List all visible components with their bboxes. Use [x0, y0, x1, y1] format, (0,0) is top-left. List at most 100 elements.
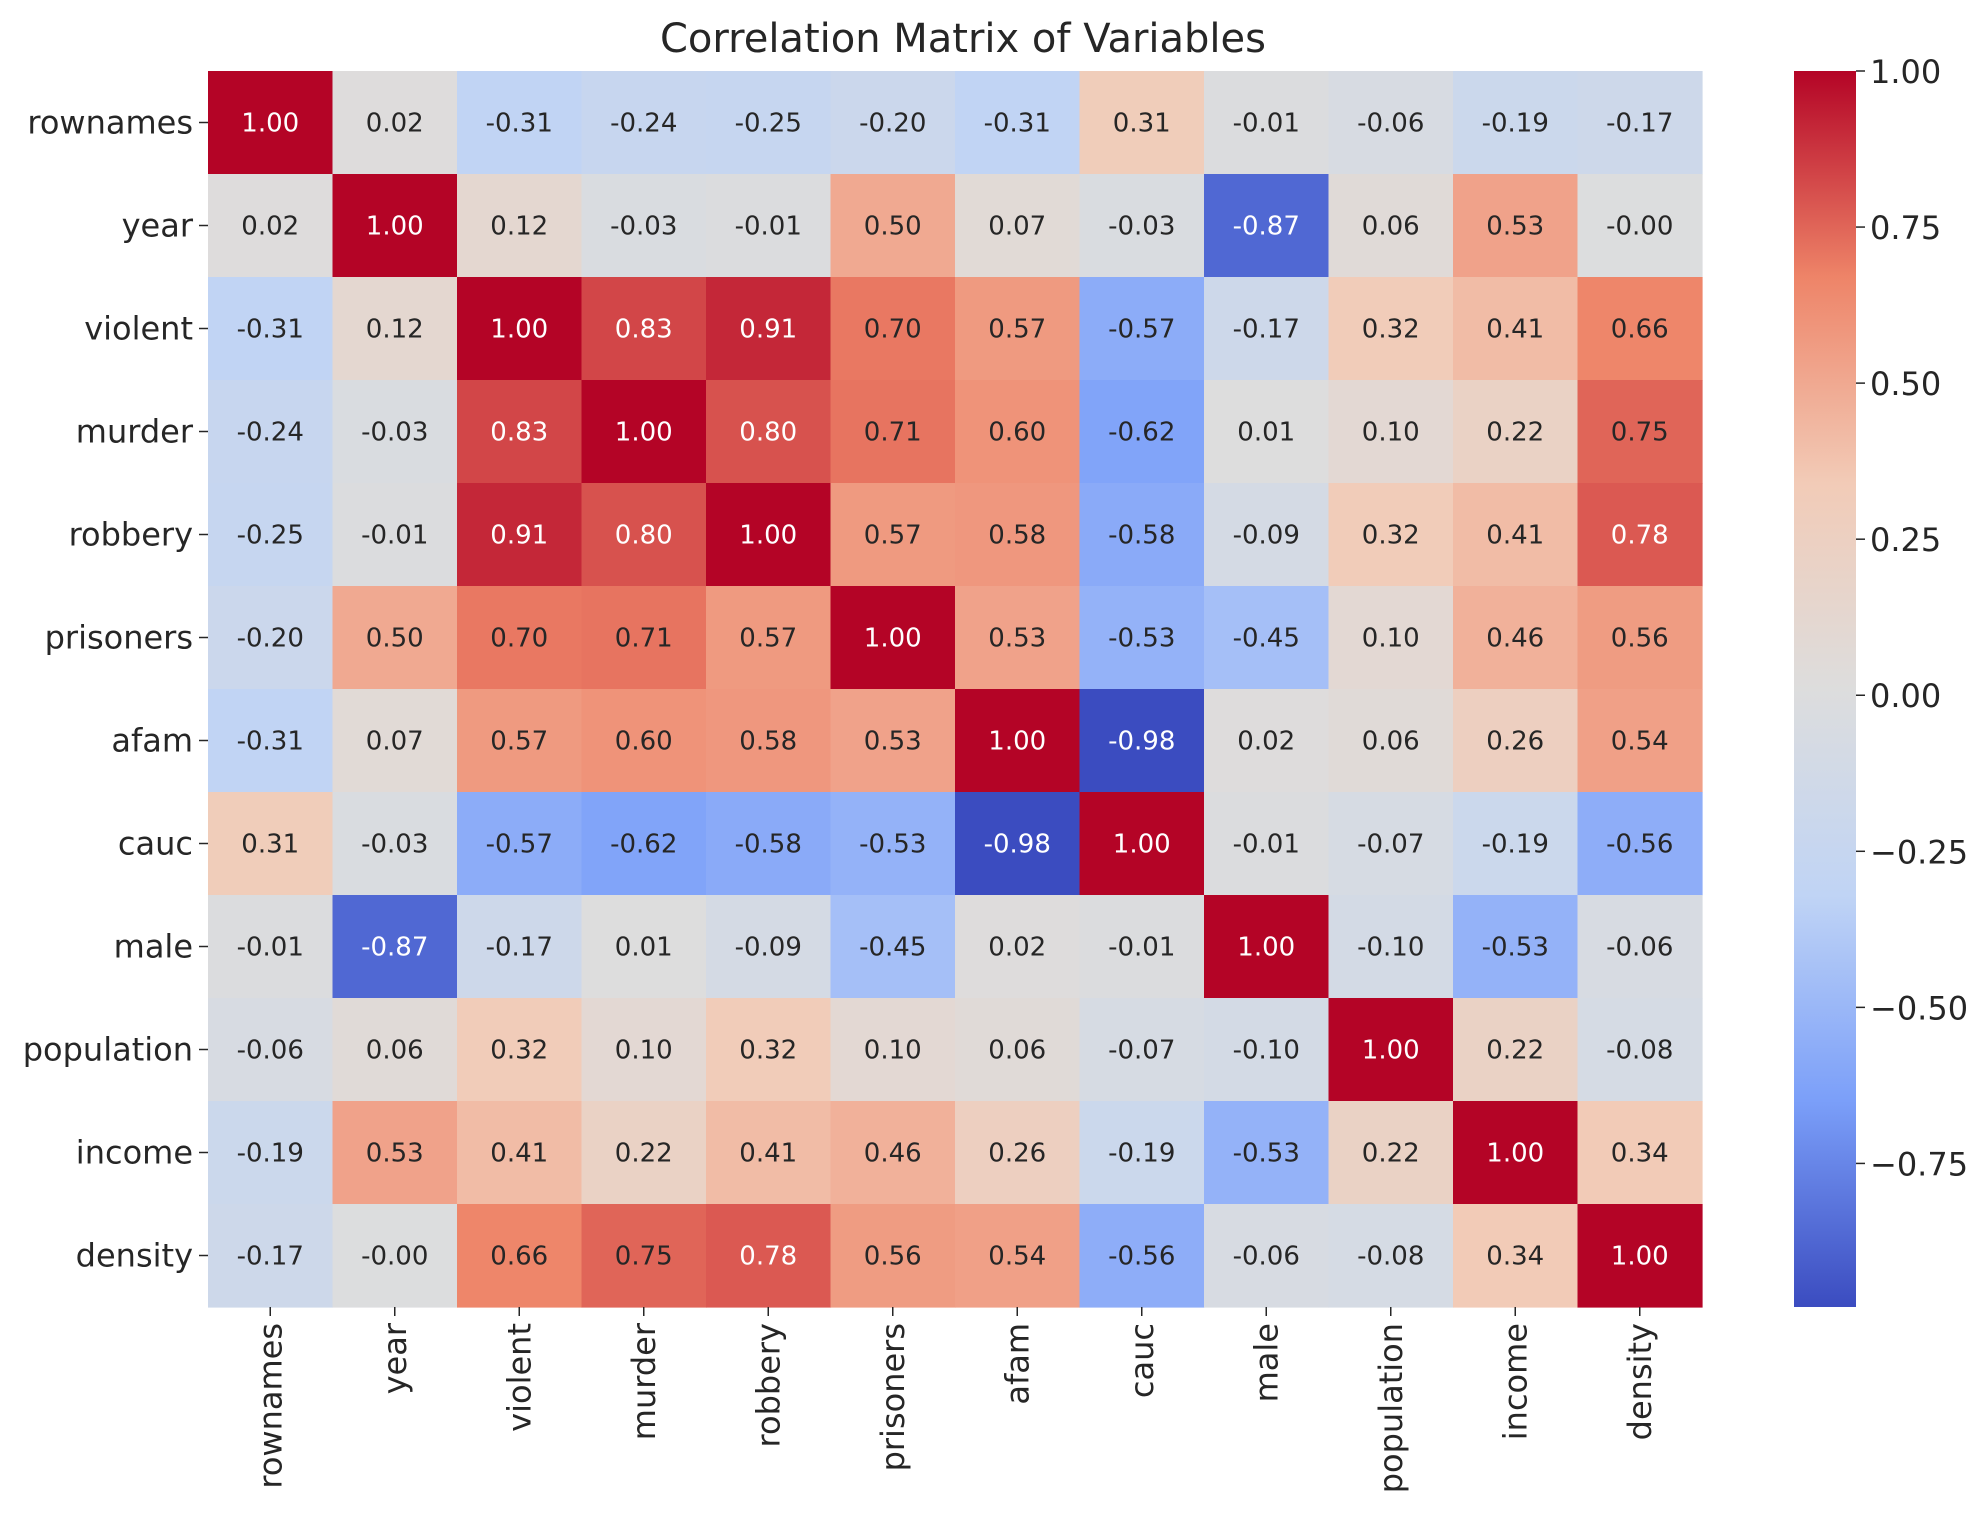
- heatmap-cell: [955, 998, 1081, 1102]
- heatmap-cell: [830, 277, 956, 381]
- heatmap-cell: [1453, 174, 1579, 278]
- chart-title: Correlation Matrix of Variables: [660, 16, 1266, 62]
- heatmap-cell: [1079, 71, 1205, 175]
- cell-value-label: 0.06: [1362, 212, 1420, 242]
- heatmap-cell: [1328, 174, 1454, 278]
- heatmap-cell: [581, 71, 707, 175]
- cell-value-label: 1.00: [988, 727, 1046, 757]
- heatmap-cell: [457, 792, 583, 896]
- heatmap-cell: [1453, 792, 1579, 896]
- colorbar-tick-label: 0.75: [1870, 209, 1941, 247]
- colorbar-tick-label: 0.00: [1870, 677, 1941, 715]
- colorbar-tick-label: 0.50: [1870, 365, 1941, 403]
- cell-value-label: 0.02: [988, 933, 1046, 963]
- cell-value-label: -0.20: [237, 624, 304, 654]
- cell-value-label: 0.56: [1611, 624, 1669, 654]
- heatmap-cell: [208, 998, 334, 1102]
- heatmap-cell: [1577, 380, 1703, 484]
- column-tick-label: density: [1621, 1323, 1659, 1440]
- heatmap-cell: [581, 1101, 707, 1205]
- cell-value-label: -0.87: [1233, 212, 1300, 242]
- heatmap-cell: [581, 689, 707, 793]
- cell-value-label: -0.00: [361, 1242, 428, 1272]
- column-tick-label: violent: [500, 1323, 538, 1432]
- cell-value-label: -0.31: [237, 315, 304, 345]
- cell-value-label: 0.57: [739, 624, 797, 654]
- heatmap-cell: [955, 174, 1081, 278]
- colorbar: 1.00 0.75 0.50 0.25 0.00 −0.25 −0.50 −0.75: [1794, 53, 1968, 1307]
- cell-value-label: -0.09: [1233, 521, 1300, 551]
- colorbar-tick-label: −0.50: [1870, 989, 1968, 1027]
- heatmap-cell: [1079, 895, 1205, 999]
- cell-value-label: -0.25: [237, 521, 304, 551]
- heatmap-cell: [581, 380, 707, 484]
- heatmap-cell: [830, 689, 956, 793]
- cell-value-label: 0.31: [241, 830, 299, 860]
- row-tick-label: population: [23, 1031, 193, 1069]
- heatmap-cell: [208, 895, 334, 999]
- cell-value-label: 0.34: [1611, 1139, 1669, 1169]
- heatmap-cell: [1453, 483, 1579, 587]
- row-tick-label: male: [114, 928, 193, 966]
- heatmap-cell: [208, 1204, 334, 1308]
- heatmap-cell: [706, 277, 832, 381]
- column-tick-label: population: [1372, 1323, 1410, 1493]
- cell-value-label: 1.00: [241, 109, 299, 139]
- heatmap-cell: [1079, 380, 1205, 484]
- cell-value-label: 0.41: [490, 1139, 548, 1169]
- cell-value-label: 0.60: [615, 727, 673, 757]
- cell-value-label: 0.12: [366, 315, 424, 345]
- heatmap-cell: [208, 174, 334, 278]
- cell-value-label: -0.53: [1482, 933, 1549, 963]
- heatmap-cell: [955, 71, 1081, 175]
- heatmap-cell: [955, 483, 1081, 587]
- heatmap-cell: [457, 380, 583, 484]
- heatmap-cell: [1577, 277, 1703, 381]
- column-tick-label: cauc: [1123, 1323, 1161, 1398]
- heatmap-cell: [1453, 998, 1579, 1102]
- cell-value-label: 0.57: [864, 521, 922, 551]
- heatmap-cell: [1577, 895, 1703, 999]
- cell-value-label: -0.62: [610, 830, 677, 860]
- cell-value-label: 0.46: [864, 1139, 922, 1169]
- column-tick-label: male: [1247, 1323, 1285, 1402]
- heatmap-cell: [1079, 174, 1205, 278]
- heatmap-cell: [332, 1101, 458, 1205]
- cell-value-label: 1.00: [1486, 1139, 1544, 1169]
- heatmap-cell: [706, 586, 832, 690]
- cell-value-label: 0.91: [739, 315, 797, 345]
- heatmap-cell: [955, 586, 1081, 690]
- cell-value-label: -0.31: [984, 109, 1051, 139]
- heatmap-cell: [457, 689, 583, 793]
- heatmap-cell: [830, 174, 956, 278]
- heatmap-cell: [457, 174, 583, 278]
- cell-value-label: 0.34: [1486, 1242, 1544, 1272]
- cell-value-label: -0.10: [1233, 1036, 1300, 1066]
- heatmap-cell: [581, 998, 707, 1102]
- heatmap-cell: [1204, 689, 1330, 793]
- cell-value-label: -0.58: [735, 830, 802, 860]
- heatmap-cell: [581, 277, 707, 381]
- colorbar-gradient: [1794, 71, 1856, 1307]
- heatmap-cell: [208, 1101, 334, 1205]
- cell-value-label: -0.53: [1108, 624, 1175, 654]
- colorbar-tick-label: −0.75: [1870, 1145, 1968, 1183]
- cell-value-label: 0.75: [615, 1242, 673, 1272]
- heatmap-cell: [706, 1204, 832, 1308]
- cell-value-label: -0.07: [1108, 1036, 1175, 1066]
- cell-value-label: -0.17: [237, 1242, 304, 1272]
- cell-value-label: 0.26: [988, 1139, 1046, 1169]
- heatmap-cell: [1453, 586, 1579, 690]
- heatmap-cell: [1079, 1204, 1205, 1308]
- heatmap-cell: [830, 483, 956, 587]
- cell-value-label: 0.58: [739, 727, 797, 757]
- cell-value-label: -0.06: [1233, 1242, 1300, 1272]
- cell-value-label: 0.10: [1362, 624, 1420, 654]
- heatmap-cell: [706, 895, 832, 999]
- heatmap-cells: [208, 71, 1703, 1308]
- heatmap-cell: [1577, 586, 1703, 690]
- heatmap-cell: [208, 792, 334, 896]
- cell-value-label: 0.02: [366, 109, 424, 139]
- row-tick-label: violent: [84, 310, 193, 348]
